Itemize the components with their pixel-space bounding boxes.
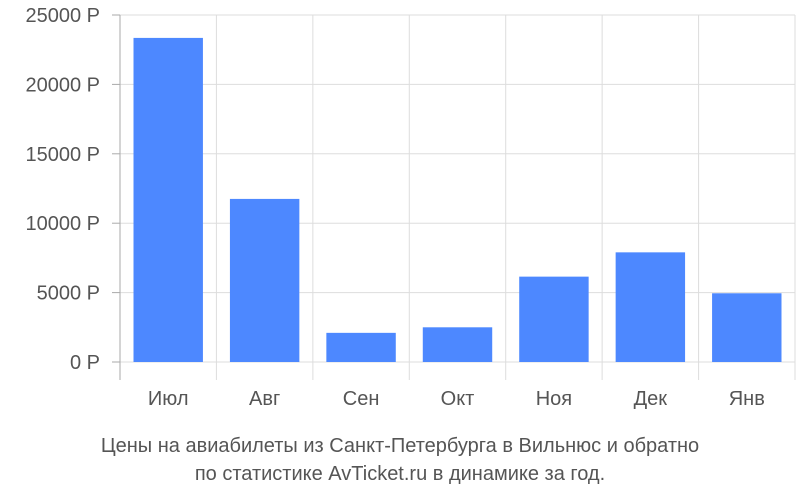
axes (112, 14, 796, 380)
x-tick-label: Янв (729, 388, 765, 410)
y-tick-label: 20000 Р (25, 74, 100, 96)
chart-caption: Цены на авиабилеты из Санкт-Петербурга в… (0, 432, 800, 488)
bar-Окт (422, 327, 493, 362)
bar-Авг (229, 198, 300, 362)
x-tick-label: Июл (148, 388, 189, 410)
bar-Июл (133, 37, 203, 362)
grid-lines (120, 14, 796, 363)
x-tick-label: Сен (343, 388, 380, 410)
x-tick-label: Ноя (536, 388, 572, 410)
y-tick-label: 5000 Р (37, 283, 100, 305)
caption-line-2: по статистике AvTicket.ru в динамике за … (194, 463, 606, 485)
bar-Дек (615, 252, 686, 362)
bars (133, 37, 782, 362)
y-tick-label: 25000 Р (25, 5, 100, 27)
price-bar-chart: 0 Р 5000 Р 10000 Р 15000 Р 20000 Р 25000 Р Ию… (25, 5, 796, 410)
y-tick-label: 15000 Р (25, 144, 100, 166)
caption-line-1: Цены на авиабилеты из Санкт-Петербурга в… (100, 435, 700, 457)
y-tick-labels: 0 Р 5000 Р 10000 Р 15000 Р 20000 Р 25000 Р (25, 5, 100, 374)
y-tick-label: 10000 Р (25, 213, 100, 235)
bar-Янв (712, 293, 782, 362)
x-tick-label: Дек (634, 388, 668, 410)
x-tick-label: Авг (249, 388, 280, 410)
x-tick-labels: Июл Авг Сен Окт Ноя Дек Янв (148, 388, 765, 410)
x-tick-label: Окт (441, 388, 475, 410)
bar-Сен (326, 332, 396, 362)
y-tick-label: 0 Р (70, 352, 100, 374)
bar-Ноя (519, 276, 589, 362)
